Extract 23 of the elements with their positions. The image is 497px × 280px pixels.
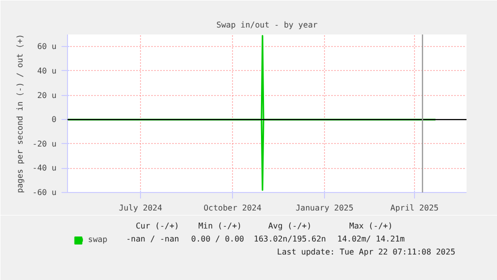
text: 0.00 / 0.00 (191, 234, 244, 244)
y-tick-label: -20 u (32, 139, 57, 148)
text: Last update: Tue Apr 22 07:11:08 2025 (277, 248, 456, 256)
y-tick-label: 40 u (37, 66, 57, 76)
y-tick-label: -40 u (32, 164, 57, 173)
text: Cur (-/+) (136, 222, 180, 230)
x-tick-label: April 2025 (390, 204, 439, 212)
text: -nan / -nan (126, 234, 180, 244)
y-tick-label: 20 u (37, 90, 57, 100)
y-axis-title: pages per second in (-) / out (+) (15, 34, 24, 193)
text: 14.02m/ 14.21m (337, 234, 405, 244)
text: Min (-/+) (198, 222, 242, 230)
text: Max (-/+) (349, 222, 393, 230)
text: Avg (-/+) (268, 222, 312, 230)
legend-label: swap (88, 235, 108, 244)
y-tick-label: -60 u (32, 188, 57, 197)
text: 163.02n/195.62n (254, 234, 326, 244)
y-tick-label: 0 (52, 115, 57, 124)
x-tick-label: January 2025 (296, 204, 354, 212)
chart-title: Swap in/out - by year (216, 20, 318, 30)
x-tick-label: October 2024 (204, 204, 262, 212)
x-tick-label: July 2024 (118, 204, 162, 212)
y-tick-label: 60 u (37, 42, 57, 52)
